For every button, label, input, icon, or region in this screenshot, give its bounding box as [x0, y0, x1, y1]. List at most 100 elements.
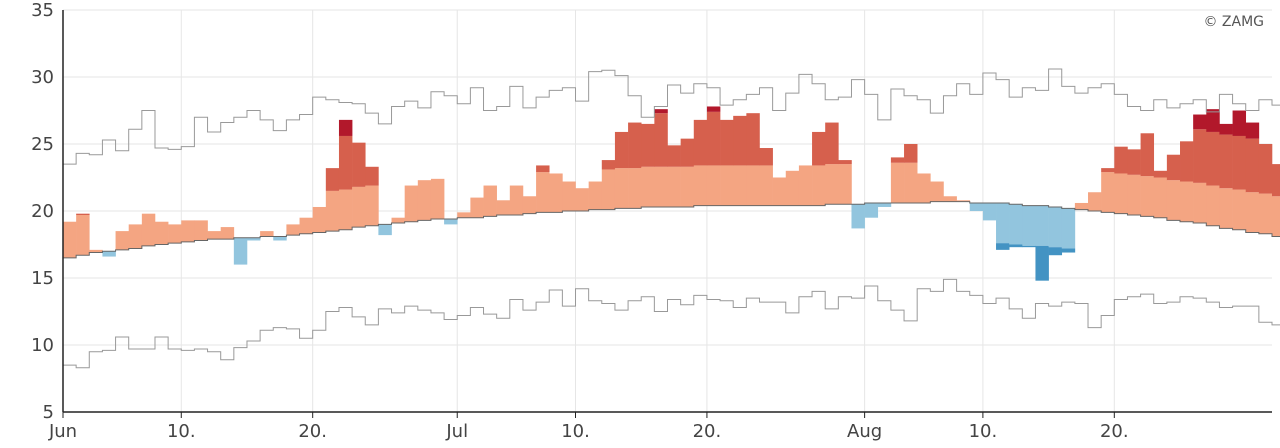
daily-anomaly-bar [470, 197, 484, 218]
daily-anomaly-bar [141, 213, 156, 246]
daily-anomaly-bar [352, 186, 366, 228]
daily-anomaly-bar [1009, 244, 1023, 248]
daily-anomaly-bar [1153, 170, 1168, 178]
daily-anomaly-bar [890, 157, 905, 163]
daily-anomaly-bar [1245, 192, 1260, 233]
daily-anomaly-bar [128, 224, 143, 249]
daily-anomaly-bar [260, 231, 274, 237]
daily-anomaly-bar [1232, 189, 1247, 230]
daily-anomaly-bar [154, 221, 169, 245]
daily-anomaly-bar [772, 177, 787, 206]
daily-anomaly-bar [917, 173, 931, 203]
daily-anomaly-bar [365, 185, 379, 226]
credit-label: © ZAMG [1203, 14, 1264, 30]
record-max-line [63, 68, 1280, 165]
daily-anomaly-bar [1166, 180, 1181, 221]
x-tick-labels: Jun 10. 20. Jul 10. 20. Aug 10. 20. [48, 412, 1129, 442]
daily-anomaly-bar [496, 200, 511, 216]
daily-anomaly-bar [365, 166, 379, 186]
daily-anomaly-bar [614, 131, 629, 169]
daily-anomaly-bar [115, 231, 130, 250]
daily-anomaly-bar [549, 173, 563, 213]
daily-anomaly-bar [693, 165, 708, 206]
daily-bars [63, 106, 1280, 281]
daily-anomaly-bar [890, 162, 905, 203]
record-min-line [63, 278, 1280, 369]
daily-anomaly-bar [1114, 173, 1128, 214]
daily-anomaly-bar [825, 122, 839, 165]
daily-anomaly-bar [812, 131, 826, 166]
daily-anomaly-bar [1035, 245, 1049, 281]
daily-anomaly-bar [1088, 192, 1102, 211]
y-tick-label: 10 [31, 335, 54, 356]
daily-anomaly-bar [996, 202, 1010, 244]
y-tick-label: 5 [43, 402, 54, 423]
daily-anomaly-bar [1009, 204, 1023, 245]
daily-anomaly-bar [1180, 141, 1194, 182]
daily-anomaly-bar [1153, 177, 1168, 218]
daily-anomaly-bar [1140, 176, 1155, 217]
daily-anomaly-bar [63, 221, 77, 258]
daily-anomaly-bar [996, 243, 1010, 250]
daily-anomaly-bar [982, 202, 997, 221]
daily-anomaly-bar [522, 196, 537, 214]
daily-anomaly-bar [338, 189, 353, 230]
daily-anomaly-bar [785, 170, 800, 206]
daily-anomaly-bar [325, 190, 340, 232]
daily-anomaly-bar [509, 185, 524, 216]
daily-anomaly-bar [798, 165, 813, 206]
x-tick-label: 20. [693, 421, 722, 442]
daily-anomaly-bar [1061, 248, 1076, 253]
daily-anomaly-bar [575, 188, 589, 211]
daily-anomaly-bar [1048, 206, 1063, 248]
x-tick-label: 10. [561, 421, 590, 442]
axes [62, 10, 1272, 413]
daily-anomaly-bar [1193, 114, 1207, 130]
daily-anomaly-bar [628, 168, 642, 209]
daily-anomaly-bar [233, 237, 248, 265]
reference-lines [63, 68, 1280, 369]
y-tick-label: 35 [31, 0, 54, 21]
x-tick-label: Jul [445, 421, 468, 442]
daily-anomaly-bar [1022, 245, 1036, 248]
daily-anomaly-bar [628, 122, 642, 169]
daily-anomaly-bar [1219, 123, 1233, 135]
daily-anomaly-bar [1127, 149, 1141, 175]
daily-anomaly-bar [312, 206, 327, 233]
daily-anomaly-bar [904, 162, 918, 203]
daily-anomaly-bar [1022, 205, 1036, 246]
y-tick-label: 20 [31, 201, 54, 222]
daily-anomaly-bar [864, 202, 879, 218]
daily-anomaly-bar [1245, 138, 1260, 193]
daily-anomaly-bar [417, 180, 432, 221]
daily-anomaly-bar [746, 113, 760, 166]
daily-anomaly-bar [614, 168, 629, 209]
daily-anomaly-bar [286, 224, 300, 236]
y-tick-labels: 5 10 15 20 25 30 35 [31, 0, 54, 423]
daily-anomaly-bar [1245, 122, 1260, 139]
daily-anomaly-bar [76, 213, 90, 216]
daily-anomaly-bar [194, 220, 208, 241]
daily-anomaly-bar [706, 165, 721, 206]
x-tick-label: 10. [167, 421, 196, 442]
daily-anomaly-bar [1166, 154, 1181, 181]
daily-anomaly-bar [733, 115, 747, 166]
y-tick-label: 25 [31, 134, 54, 155]
daily-anomaly-bar [641, 123, 655, 167]
y-tick-label: 30 [31, 67, 54, 88]
daily-anomaly-bar [1193, 182, 1207, 224]
daily-anomaly-bar [943, 196, 957, 202]
daily-anomaly-bar [838, 164, 852, 205]
daily-anomaly-bar [1206, 109, 1220, 132]
daily-anomaly-bar [220, 227, 235, 240]
daily-anomaly-bar [1258, 193, 1273, 234]
daily-anomaly-bar [1272, 164, 1280, 197]
daily-anomaly-bar [483, 185, 497, 217]
daily-anomaly-bar [273, 236, 287, 241]
x-tick-label: 20. [1100, 421, 1129, 442]
daily-anomaly-bar [1193, 129, 1207, 183]
daily-anomaly-bar [352, 142, 366, 187]
y-tick-label: 15 [31, 268, 54, 289]
daily-anomaly-bar [102, 251, 116, 257]
daily-anomaly-bar [76, 215, 90, 256]
